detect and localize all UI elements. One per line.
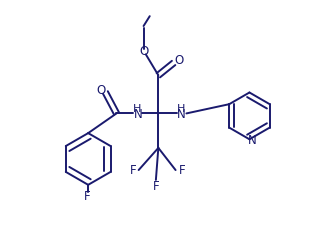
Text: H: H xyxy=(177,104,186,114)
Text: F: F xyxy=(130,164,137,177)
Text: O: O xyxy=(174,54,183,67)
Text: N: N xyxy=(134,108,142,121)
Text: F: F xyxy=(178,164,185,177)
Text: O: O xyxy=(97,83,106,97)
Text: H: H xyxy=(133,104,141,114)
Text: F: F xyxy=(153,180,160,192)
Text: N: N xyxy=(177,108,186,121)
Text: N: N xyxy=(248,133,257,146)
Text: F: F xyxy=(84,190,90,203)
Text: O: O xyxy=(139,45,148,58)
